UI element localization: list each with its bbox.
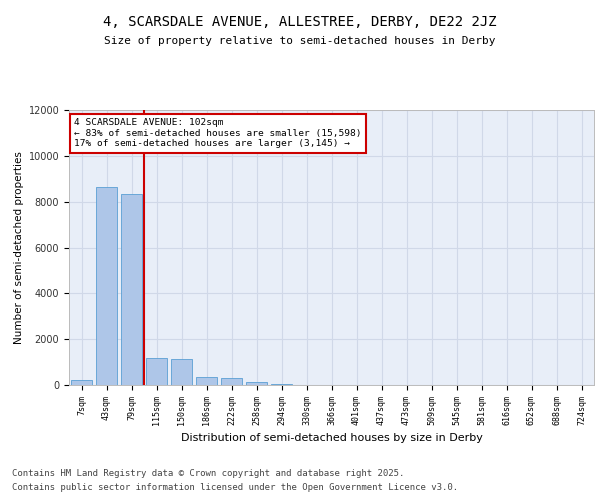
Text: Contains HM Land Registry data © Crown copyright and database right 2025.: Contains HM Land Registry data © Crown c…: [12, 470, 404, 478]
Bar: [171, 358, 192, 385]
Text: 4 SCARSDALE AVENUE: 102sqm
← 83% of semi-detached houses are smaller (15,598)
17: 4 SCARSDALE AVENUE: 102sqm ← 83% of semi…: [74, 118, 362, 148]
Text: Size of property relative to semi-detached houses in Derby: Size of property relative to semi-detach…: [104, 36, 496, 46]
Bar: [221, 378, 242, 385]
Bar: [146, 358, 167, 385]
Y-axis label: Number of semi-detached properties: Number of semi-detached properties: [14, 151, 25, 344]
Bar: [71, 380, 92, 385]
Bar: [121, 194, 142, 385]
Bar: [246, 382, 267, 385]
Bar: [271, 384, 292, 385]
Text: Contains public sector information licensed under the Open Government Licence v3: Contains public sector information licen…: [12, 483, 458, 492]
Bar: [196, 378, 217, 385]
Text: 4, SCARSDALE AVENUE, ALLESTREE, DERBY, DE22 2JZ: 4, SCARSDALE AVENUE, ALLESTREE, DERBY, D…: [103, 16, 497, 30]
Bar: [96, 187, 117, 385]
X-axis label: Distribution of semi-detached houses by size in Derby: Distribution of semi-detached houses by …: [181, 433, 482, 443]
